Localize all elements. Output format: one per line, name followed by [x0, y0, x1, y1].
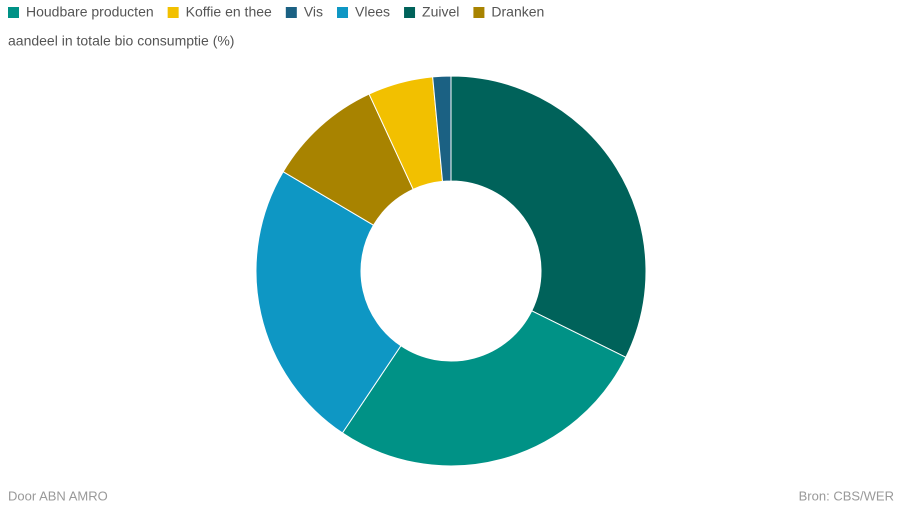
legend-swatch [167, 7, 179, 18]
donut [255, 75, 647, 467]
legend-label: Houdbare producten [26, 4, 154, 20]
credit: Door ABN AMRO [8, 488, 108, 503]
legend-label: Vlees [355, 4, 390, 20]
legend-swatch [8, 7, 19, 18]
legend-swatch [404, 7, 416, 18]
slice [255, 171, 402, 434]
legend-swatch [473, 7, 485, 18]
legend: Houdbare producten Koffie en thee Vis Vlees… [8, 4, 544, 20]
legend-label: Vis [304, 4, 323, 20]
source: Bron: CBS/WER [799, 488, 894, 503]
slice [432, 75, 452, 182]
legend-label: Koffie en thee [186, 4, 272, 20]
legend-label: Dranken [491, 4, 544, 20]
legend-swatch [285, 7, 297, 18]
slice [341, 310, 627, 467]
chart-subtitle: aandeel in totale bio consumptie (%) [8, 33, 234, 49]
slice [450, 75, 647, 359]
legend-label: Zuivel [422, 4, 459, 20]
legend-swatch [337, 7, 349, 18]
